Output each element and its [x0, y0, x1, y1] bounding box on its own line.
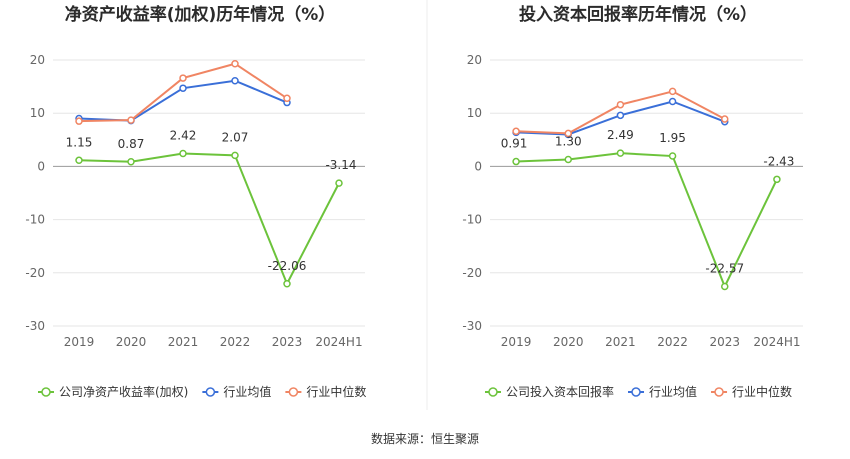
- y-tick-label: 0: [37, 159, 45, 173]
- y-tick-label: -10: [25, 213, 45, 227]
- data-point: [75, 156, 83, 165]
- data-label: -2.43: [763, 154, 794, 168]
- y-tick-label: -10: [462, 213, 482, 227]
- data-label: 0.91: [501, 137, 528, 151]
- data-point: [179, 74, 187, 82]
- data-point: [335, 179, 343, 187]
- y-tick-label: -20: [462, 266, 482, 280]
- y-tick-label: 0: [474, 159, 482, 173]
- x-tick-label: 2024H1: [315, 335, 362, 349]
- data-point: [75, 117, 83, 125]
- data-point: [127, 116, 135, 124]
- chart-panel-2: 投入资本回报率历年情况（%） 20 10 0 -10 -20 -30 2019 2020 2021…: [462, 4, 803, 399]
- data-label: 1.15: [66, 135, 93, 149]
- data-point: [616, 100, 625, 109]
- legend-item-2[interactable]: 行业均值: [202, 384, 271, 399]
- y-tick-label: 10: [467, 106, 482, 120]
- data-point: [179, 149, 187, 158]
- data-label: 1.95: [659, 131, 686, 145]
- series-line-3: [78, 62, 288, 123]
- data-point: [179, 84, 187, 92]
- data-label: -22.57: [705, 261, 744, 275]
- data-label: 0.87: [118, 137, 145, 151]
- y-tick-label: 10: [30, 106, 45, 120]
- data-point: [564, 155, 572, 164]
- legend-item-3[interactable]: 行业中位数: [711, 384, 792, 399]
- data-label: -22.06: [268, 259, 307, 273]
- x-tick-label: 2023: [272, 335, 303, 349]
- chart-title: 投入资本回报率历年情况（%）: [519, 4, 757, 25]
- data-point: [668, 97, 677, 106]
- x-tick-label: 2019: [501, 335, 532, 349]
- legend-label: 行业均值: [649, 384, 697, 399]
- x-tick-label: 2022: [657, 335, 688, 349]
- x-tick-label: 2019: [64, 335, 95, 349]
- legend-item-2[interactable]: 行业均值: [628, 384, 697, 399]
- data-label: 2.07: [222, 130, 249, 144]
- legend-label: 公司投入资本回报率: [506, 384, 614, 399]
- legend-label: 行业中位数: [732, 384, 792, 399]
- legend-label: 行业中位数: [306, 384, 366, 399]
- y-tick-label: 20: [30, 53, 45, 67]
- data-point: [283, 94, 291, 103]
- data-point: [512, 127, 520, 136]
- legend-marker: [41, 387, 51, 397]
- data-point: [231, 59, 239, 68]
- data-point: [616, 111, 625, 120]
- x-tick-label: 2021: [605, 335, 636, 349]
- y-tick-label: 20: [467, 53, 482, 67]
- data-point: [721, 282, 729, 291]
- series-line-1: [516, 152, 778, 289]
- data-point: [231, 76, 239, 85]
- data-point: [721, 115, 729, 123]
- data-label: 2.49: [607, 128, 634, 142]
- chart-title: 净资产收益率(加权)历年情况（%）: [65, 4, 336, 25]
- data-point: [616, 149, 625, 157]
- data-point: [668, 152, 677, 160]
- x-tick-label: 2023: [709, 335, 740, 349]
- legend-label: 行业均值: [223, 384, 271, 399]
- source-note: 数据来源：恒生聚源: [371, 431, 479, 446]
- legend-marker: [205, 387, 216, 397]
- data-label: 1.30: [555, 134, 582, 148]
- data-point: [127, 158, 135, 166]
- data-label: 2.42: [170, 129, 197, 143]
- x-tick-label: 2020: [553, 335, 584, 349]
- x-tick-label: 2021: [168, 335, 199, 349]
- data-point: [231, 151, 239, 160]
- x-tick-label: 2020: [116, 335, 147, 349]
- data-point: [773, 175, 781, 184]
- data-point: [668, 87, 677, 96]
- chart-panel-1: 净资产收益率(加权)历年情况（%） 20 10 0 -10 -20 -30 2019 2020 2…: [25, 4, 366, 399]
- series-line-1: [78, 152, 340, 287]
- legend-item-1[interactable]: 公司净资产收益率(加权): [38, 384, 188, 399]
- x-tick-label: 2022: [220, 335, 251, 349]
- data-point: [564, 129, 572, 138]
- x-tick-label: 2024H1: [753, 335, 800, 349]
- legend-marker: [288, 387, 299, 397]
- legend-item-1[interactable]: 公司投入资本回报率: [485, 384, 614, 399]
- data-label: -3.14: [325, 158, 356, 172]
- data-point: [512, 157, 520, 166]
- legend-marker: [488, 387, 498, 397]
- y-tick-label: -20: [25, 266, 45, 280]
- legend-label: 公司净资产收益率(加权): [59, 384, 188, 399]
- data-point: [283, 280, 291, 288]
- legend-item-3[interactable]: 行业中位数: [285, 384, 366, 399]
- y-tick-label: -30: [462, 319, 482, 333]
- legend-marker: [631, 387, 641, 397]
- y-tick-label: -30: [25, 319, 45, 333]
- legend-marker: [714, 387, 724, 397]
